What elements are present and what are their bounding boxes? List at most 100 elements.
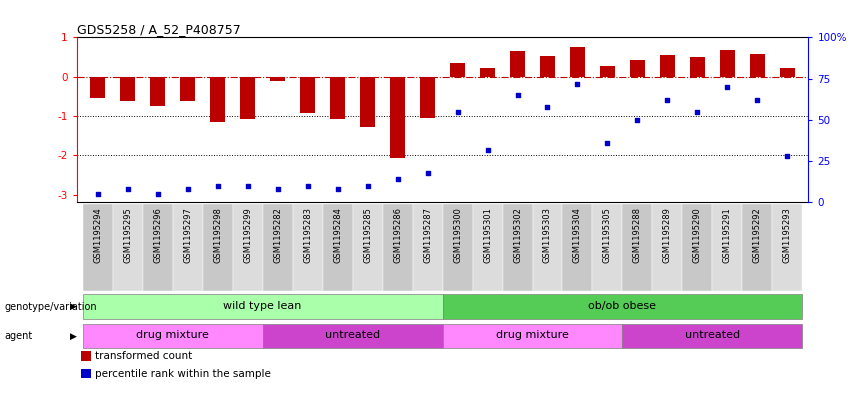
Bar: [653, 204, 683, 291]
Bar: [293, 204, 323, 291]
Point: [780, 153, 794, 159]
Bar: [390, 77, 405, 158]
Bar: [502, 204, 533, 291]
Bar: [352, 204, 383, 291]
Bar: [592, 204, 622, 291]
Bar: [683, 204, 712, 291]
Bar: [600, 66, 615, 77]
Bar: [622, 324, 802, 348]
Point: [571, 81, 585, 87]
Point: [211, 183, 225, 189]
Bar: [90, 77, 105, 98]
Bar: [83, 204, 112, 291]
Text: GSM1195293: GSM1195293: [783, 207, 792, 263]
Bar: [742, 204, 773, 291]
Bar: [630, 60, 645, 77]
Bar: [173, 204, 203, 291]
Bar: [83, 324, 263, 348]
Point: [601, 140, 614, 146]
Text: drug mixture: drug mixture: [136, 331, 209, 340]
Bar: [480, 68, 495, 77]
Bar: [150, 77, 165, 106]
Text: GSM1195297: GSM1195297: [183, 207, 192, 263]
Text: GSM1195289: GSM1195289: [663, 207, 672, 263]
Text: GSM1195284: GSM1195284: [333, 207, 342, 263]
Text: ob/ob obese: ob/ob obese: [589, 301, 656, 311]
Point: [91, 191, 105, 197]
Text: genotype/variation: genotype/variation: [4, 301, 97, 312]
Text: GSM1195294: GSM1195294: [93, 207, 102, 263]
Text: GSM1195299: GSM1195299: [243, 207, 252, 263]
Text: wild type lean: wild type lean: [223, 301, 302, 311]
Point: [271, 186, 284, 192]
Text: GSM1195296: GSM1195296: [153, 207, 162, 263]
Text: GSM1195282: GSM1195282: [273, 207, 282, 263]
Bar: [270, 77, 285, 81]
Point: [481, 147, 494, 153]
Point: [361, 183, 374, 189]
Bar: [180, 77, 195, 101]
Text: GSM1195285: GSM1195285: [363, 207, 372, 263]
Bar: [510, 51, 525, 77]
Bar: [450, 63, 465, 77]
Bar: [712, 204, 742, 291]
Bar: [232, 204, 263, 291]
Bar: [443, 294, 802, 319]
Text: percentile rank within the sample: percentile rank within the sample: [95, 369, 271, 379]
Point: [451, 108, 465, 115]
Text: GSM1195302: GSM1195302: [513, 207, 522, 263]
Bar: [300, 77, 315, 113]
Point: [300, 183, 314, 189]
Text: GSM1195298: GSM1195298: [213, 207, 222, 263]
Text: GSM1195287: GSM1195287: [423, 207, 432, 263]
Text: GSM1195300: GSM1195300: [453, 207, 462, 263]
Bar: [330, 77, 345, 119]
Text: GSM1195291: GSM1195291: [723, 207, 732, 263]
Bar: [240, 77, 255, 119]
Text: GSM1195283: GSM1195283: [303, 207, 312, 263]
Text: GSM1195304: GSM1195304: [573, 207, 582, 263]
Bar: [420, 77, 435, 118]
Bar: [780, 68, 795, 77]
Bar: [263, 204, 293, 291]
Point: [121, 186, 134, 192]
Bar: [112, 204, 143, 291]
Bar: [773, 204, 802, 291]
Text: GSM1195295: GSM1195295: [123, 207, 132, 263]
Point: [511, 92, 524, 98]
Point: [691, 108, 705, 115]
Bar: [263, 324, 443, 348]
Point: [721, 84, 734, 90]
Point: [660, 97, 674, 103]
Bar: [472, 204, 502, 291]
Point: [420, 169, 434, 176]
Bar: [413, 204, 443, 291]
Bar: [540, 56, 555, 77]
Point: [241, 183, 254, 189]
Bar: [83, 294, 443, 319]
Point: [151, 191, 164, 197]
Text: transformed count: transformed count: [95, 351, 192, 361]
Bar: [323, 204, 352, 291]
Text: untreated: untreated: [325, 331, 380, 340]
Text: GSM1195301: GSM1195301: [483, 207, 492, 263]
Text: GDS5258 / A_52_P408757: GDS5258 / A_52_P408757: [77, 23, 240, 36]
Bar: [750, 54, 765, 77]
Point: [331, 186, 345, 192]
Text: GSM1195303: GSM1195303: [543, 207, 552, 263]
Point: [751, 97, 764, 103]
Bar: [360, 77, 375, 127]
Text: GSM1195305: GSM1195305: [603, 207, 612, 263]
Text: GSM1195290: GSM1195290: [693, 207, 702, 263]
Bar: [443, 204, 472, 291]
Text: ▶: ▶: [70, 302, 77, 311]
Point: [391, 176, 404, 182]
Bar: [622, 204, 653, 291]
Point: [540, 103, 554, 110]
Text: agent: agent: [4, 331, 32, 341]
Bar: [660, 55, 675, 77]
Bar: [443, 324, 622, 348]
Text: ▶: ▶: [70, 332, 77, 340]
Point: [180, 186, 194, 192]
Bar: [533, 204, 563, 291]
